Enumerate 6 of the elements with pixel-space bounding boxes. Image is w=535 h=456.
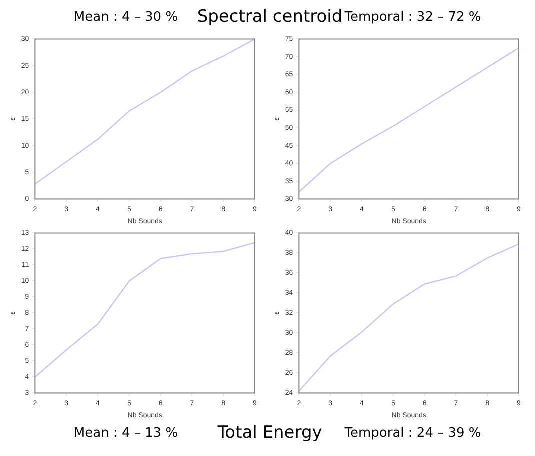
text: Spectral centroid	[197, 7, 343, 27]
chart-title: Mean : 4 – 30 %	[74, 10, 178, 25]
text: Mean : 4 – 13 %	[74, 426, 178, 441]
text: Temporal : 24 – 39 %	[344, 426, 482, 441]
text: Total Energy	[218, 423, 322, 443]
chart-title: Temporal : 32 – 72 %	[344, 10, 482, 25]
